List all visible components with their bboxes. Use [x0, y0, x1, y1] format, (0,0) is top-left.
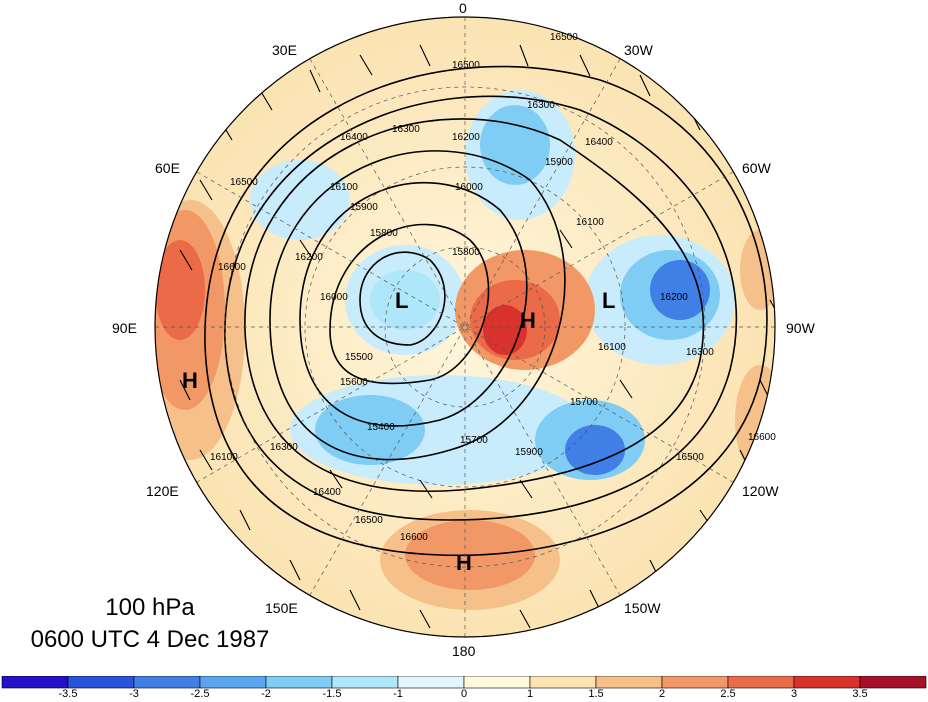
lon-label-180: 180 — [452, 643, 476, 659]
colorbar-swatch — [859, 676, 927, 689]
contour-label: 16400 — [340, 132, 368, 143]
colorbar-swatch — [1, 676, 69, 689]
contour-label: 16300 — [527, 100, 555, 111]
contour-label: 15900 — [515, 447, 543, 458]
colorbar-tick-label: 1.5 — [588, 688, 604, 700]
colorbar-tick-label: 3.5 — [852, 688, 868, 700]
contour-label: 16200 — [660, 292, 688, 303]
colorbar-swatch — [133, 676, 201, 689]
colorbar-swatch — [265, 676, 333, 689]
colorbar-swatch — [397, 676, 465, 689]
time-caption: 0600 UTC 4 Dec 1987 — [30, 626, 270, 653]
contour-label: 16200 — [295, 252, 323, 263]
colorbar-swatch — [529, 676, 597, 689]
high-center-asia: H — [182, 368, 198, 393]
height-contours — [204, 65, 768, 557]
lon-label-120e: 120E — [146, 483, 179, 499]
lon-label-150w: 150W — [624, 600, 661, 616]
contour-label: 16400 — [585, 137, 613, 148]
high-center-alaska: H — [520, 308, 536, 333]
colorbar-tick-label: -3.5 — [58, 688, 78, 700]
colorbar-tick-label: -3 — [129, 688, 139, 700]
contour-label: 15700 — [460, 435, 488, 446]
contour-label: 16300 — [686, 347, 714, 358]
colorbar-swatch — [661, 676, 729, 689]
colorbar-swatch — [727, 676, 795, 689]
contour-label: 16200 — [452, 132, 480, 143]
colorbar-tick-label: 3 — [790, 688, 798, 700]
lon-label-90w: 90W — [786, 320, 815, 336]
contour-label: 15800 — [452, 247, 480, 258]
colorbar-tick-label: 2.5 — [720, 688, 736, 700]
contour-label: 15600 — [340, 377, 368, 388]
colorbar — [1, 676, 927, 689]
lon-label-60w: 60W — [742, 160, 771, 176]
colorbar-tick-label: 2 — [658, 688, 666, 700]
colorbar-swatch — [793, 676, 861, 689]
lon-label-150e: 150E — [265, 600, 298, 616]
contour-label: 15700 — [570, 397, 598, 408]
graticule — [155, 17, 775, 637]
contour-label: 16500 — [452, 60, 480, 71]
contour-label: 16100 — [576, 217, 604, 228]
contour-label: 16300 — [270, 442, 298, 453]
contour-label: 16300 — [392, 124, 420, 135]
lon-label-90e: 90E — [112, 320, 137, 336]
map-border — [154, 16, 776, 638]
colorbar-swatch — [331, 676, 399, 689]
colorbar-tick-label: -1 — [393, 688, 403, 700]
lon-label-60e: 60E — [155, 160, 180, 176]
contour-label: 15400 — [367, 422, 395, 433]
low-center-siberia: L — [395, 288, 408, 313]
pressure-centers: L L H H H — [182, 288, 615, 575]
lon-label-30e: 30E — [272, 42, 297, 58]
level-caption: 100 hPa — [105, 594, 195, 621]
contour-label: 16500 — [550, 32, 578, 43]
contour-label: 16100 — [330, 182, 358, 193]
contour-label: 16500 — [676, 452, 704, 463]
low-center-canada: L — [602, 288, 615, 313]
contour-label: 15800 — [370, 228, 398, 239]
colorbar-tick-label: -1.5 — [322, 688, 342, 700]
colorbar-swatch — [199, 676, 267, 689]
contour-label: 15900 — [545, 157, 573, 168]
colorbar-tick-label: 0 — [460, 688, 468, 700]
colorbar-tick-label: 1 — [526, 688, 534, 700]
lon-label-120w: 120W — [742, 483, 779, 499]
contour-labels: 16500 16500 16500 16300 16300 16400 1620… — [210, 32, 776, 543]
contour-label: 16100 — [210, 452, 238, 463]
lon-label-30w: 30W — [624, 42, 653, 58]
colorbar-tick-label: -2.5 — [190, 688, 210, 700]
contour-label: 16500 — [355, 515, 383, 526]
contour-label: 16600 — [400, 532, 428, 543]
contour-label: 16600 — [748, 432, 776, 443]
contour-label: 16000 — [320, 292, 348, 303]
contour-label: 16000 — [455, 182, 483, 193]
contour-label: 16600 — [218, 262, 246, 273]
colorbar-swatch — [595, 676, 663, 689]
lon-label-0: 0 — [459, 0, 467, 16]
colorbar-swatch — [463, 676, 531, 689]
high-center-pacific: H — [456, 550, 472, 575]
contour-label: 16400 — [313, 487, 341, 498]
colorbar-tick-label: -2 — [261, 688, 271, 700]
contour-label: 15500 — [345, 352, 373, 363]
contour-label: 16100 — [598, 342, 626, 353]
contour-label: 16500 — [230, 177, 258, 188]
colorbar-swatch — [67, 676, 135, 689]
contour-label: 15900 — [350, 202, 378, 213]
